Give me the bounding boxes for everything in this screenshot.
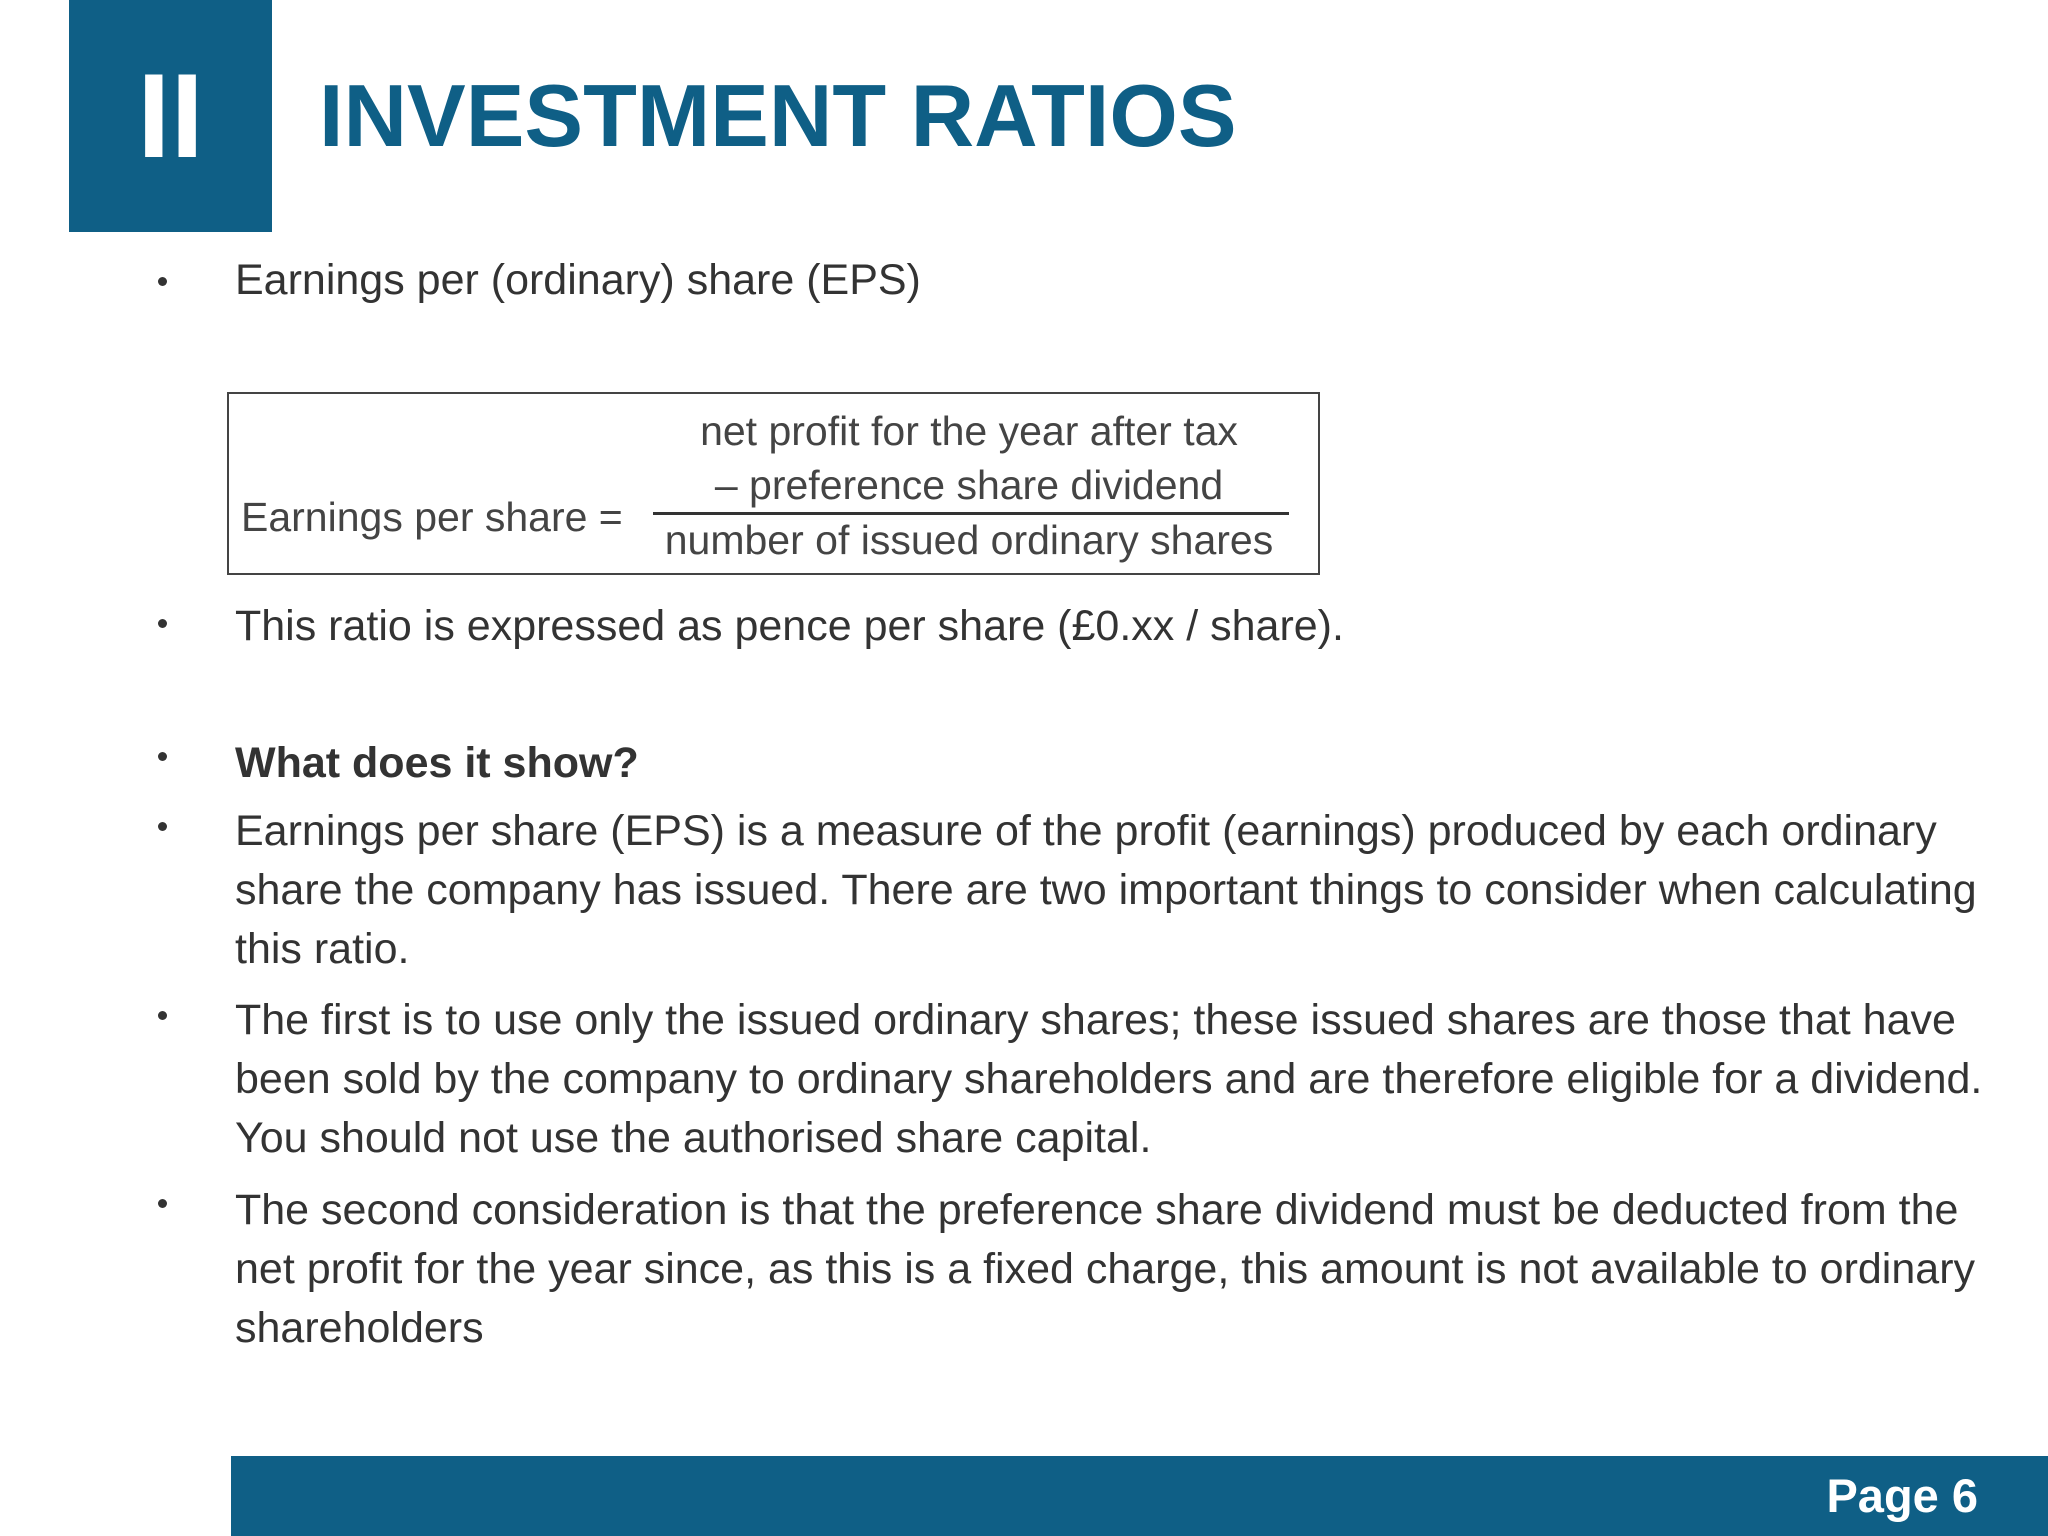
- page-number: Page 6: [1826, 1469, 1978, 1522]
- bullet-dot: [158, 1199, 167, 1208]
- bullet-dot: [158, 619, 167, 628]
- formula-denominator: number of issued ordinary shares: [664, 517, 1274, 563]
- fraction-bar: [653, 512, 1289, 515]
- bullet-text: The first is to use only the issued ordi…: [235, 996, 1983, 1162]
- formula-box: Earnings per share = net profit for the …: [227, 392, 1320, 575]
- formula-label: Earnings per share =: [241, 494, 623, 540]
- bullet-dot: [158, 1011, 167, 1020]
- bullet-dot: [158, 752, 167, 761]
- bullet-dot: [158, 822, 167, 831]
- slide-title: INVESTMENT RATIOS: [319, 66, 1237, 165]
- bullet-text: Earnings per share (EPS) is a measure of…: [235, 807, 1977, 973]
- bullet-heading: What does it show?: [235, 739, 639, 787]
- formula-numerator: net profit for the year after tax – pref…: [653, 404, 1285, 512]
- numerator-line: – preference share dividend: [714, 462, 1224, 508]
- bullet-text: This ratio is expressed as pence per sha…: [235, 602, 1344, 650]
- bullet-text: The second consideration is that the pre…: [235, 1186, 1976, 1352]
- bullet-dot: [158, 277, 167, 286]
- bullet-text: Earnings per (ordinary) share (EPS): [235, 256, 921, 304]
- section-number: II: [69, 0, 272, 232]
- footer-bar: [231, 1456, 2048, 1536]
- numerator-line: net profit for the year after tax: [700, 408, 1238, 454]
